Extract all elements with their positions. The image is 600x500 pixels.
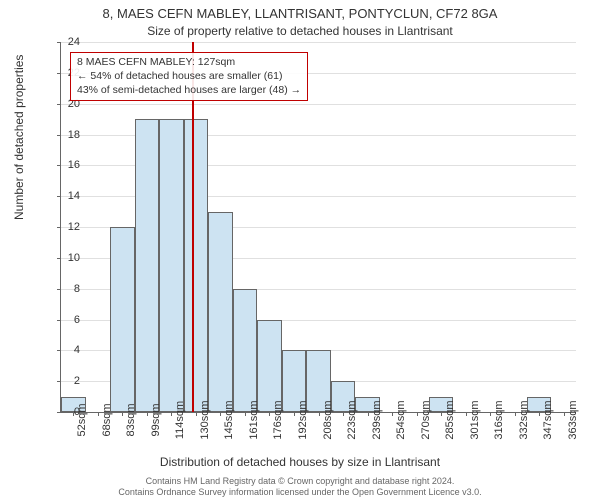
xtick-label: 114sqm (174, 401, 186, 439)
ytick-label: 4 (50, 344, 80, 356)
histogram-bar (233, 289, 258, 412)
xtick-label: 176sqm (272, 400, 284, 439)
xtick-label: 239sqm (371, 400, 383, 439)
xtick-label: 99sqm (150, 403, 162, 436)
annotation-line-2: ← 54% of detached houses are smaller (61… (77, 69, 301, 83)
xtick-mark (269, 412, 270, 416)
histogram-bar (257, 320, 282, 413)
xtick-mark (417, 412, 418, 416)
xtick-mark (98, 412, 99, 416)
histogram-bar (208, 212, 233, 412)
xtick-mark (220, 412, 221, 416)
ytick-label: 18 (50, 129, 80, 141)
xtick-label: 332sqm (518, 400, 530, 439)
ytick-label: 6 (50, 314, 80, 326)
xtick-mark (466, 412, 467, 416)
xtick-mark (441, 412, 442, 416)
xtick-mark (171, 412, 172, 416)
xtick-label: 83sqm (125, 403, 137, 436)
xtick-label: 208sqm (322, 400, 334, 439)
xtick-mark (564, 412, 565, 416)
grid-line (61, 104, 576, 105)
xtick-mark (392, 412, 393, 416)
xtick-label: 254sqm (395, 400, 407, 439)
xtick-label: 301sqm (469, 400, 481, 439)
footer-line-2: Contains Ordnance Survey information lic… (0, 487, 600, 498)
xtick-label: 145sqm (223, 400, 235, 439)
xtick-label: 130sqm (199, 400, 211, 439)
ytick-label: 16 (50, 159, 80, 171)
ytick-label: 10 (50, 252, 80, 264)
xtick-label: 363sqm (567, 400, 579, 439)
grid-line (61, 42, 576, 43)
xtick-mark (122, 412, 123, 416)
x-axis-label: Distribution of detached houses by size … (0, 455, 600, 469)
xtick-label: 285sqm (444, 400, 456, 439)
xtick-mark (147, 412, 148, 416)
annotation-line-1: 8 MAES CEFN MABLEY: 127sqm (77, 55, 301, 69)
ytick-label: 24 (50, 36, 80, 48)
histogram-bar (159, 119, 184, 412)
xtick-mark (196, 412, 197, 416)
y-axis-label: Number of detached properties (12, 55, 26, 220)
xtick-mark (515, 412, 516, 416)
xtick-mark (245, 412, 246, 416)
footer-line-1: Contains HM Land Registry data © Crown c… (0, 476, 600, 487)
xtick-mark (368, 412, 369, 416)
xtick-label: 316sqm (493, 400, 505, 439)
xtick-label: 52sqm (76, 403, 88, 436)
footer-attribution: Contains HM Land Registry data © Crown c… (0, 476, 600, 498)
xtick-label: 192sqm (297, 400, 309, 439)
histogram-bar (110, 227, 135, 412)
xtick-label: 161sqm (248, 400, 260, 439)
xtick-label: 68sqm (101, 403, 113, 436)
xtick-label: 223sqm (346, 400, 358, 439)
annotation-box: 8 MAES CEFN MABLEY: 127sqm← 54% of detac… (70, 52, 308, 101)
xtick-mark (319, 412, 320, 416)
ytick-label: 12 (50, 221, 80, 233)
histogram-bar (135, 119, 160, 412)
xtick-mark (294, 412, 295, 416)
xtick-label: 270sqm (420, 400, 432, 439)
ytick-label: 2 (50, 375, 80, 387)
histogram-bar (184, 119, 209, 412)
page-title: 8, MAES CEFN MABLEY, LLANTRISANT, PONTYC… (0, 6, 600, 21)
ytick-label: 8 (50, 283, 80, 295)
xtick-label: 347sqm (542, 400, 554, 439)
page-subtitle: Size of property relative to detached ho… (0, 24, 600, 38)
ytick-label: 14 (50, 190, 80, 202)
xtick-mark (343, 412, 344, 416)
xtick-mark (490, 412, 491, 416)
annotation-line-3: 43% of semi-detached houses are larger (… (77, 83, 301, 97)
xtick-mark (539, 412, 540, 416)
